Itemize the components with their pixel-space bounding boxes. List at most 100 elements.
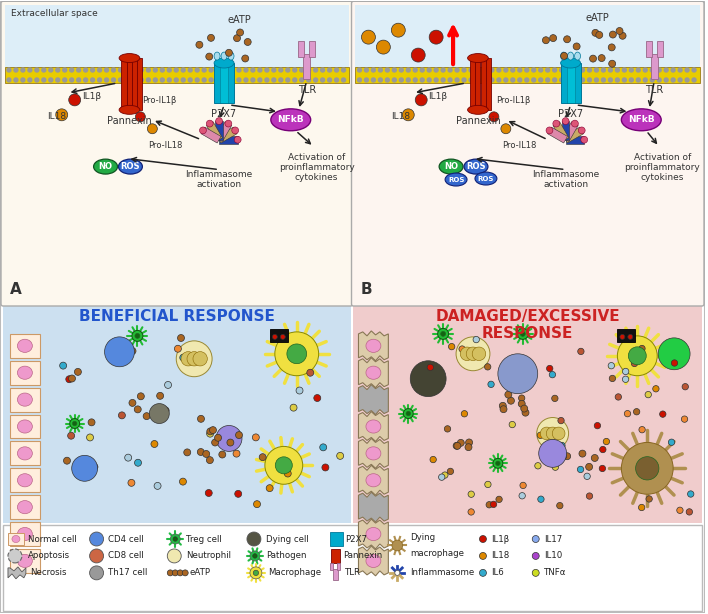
Circle shape xyxy=(479,569,486,577)
Circle shape xyxy=(628,335,633,340)
Circle shape xyxy=(608,78,612,82)
Circle shape xyxy=(112,78,115,82)
Circle shape xyxy=(216,78,220,82)
Bar xyxy=(353,304,702,523)
Circle shape xyxy=(358,78,362,82)
Circle shape xyxy=(42,68,46,72)
Circle shape xyxy=(624,411,631,417)
Text: P2X7: P2X7 xyxy=(558,109,583,119)
Circle shape xyxy=(486,502,493,508)
Circle shape xyxy=(176,341,212,377)
Bar xyxy=(646,41,652,57)
Circle shape xyxy=(90,566,103,580)
Bar xyxy=(10,361,40,384)
Circle shape xyxy=(236,432,243,438)
Circle shape xyxy=(466,439,472,446)
Bar xyxy=(330,563,333,570)
Circle shape xyxy=(622,443,673,494)
Text: macrophage: macrophage xyxy=(410,550,464,559)
Circle shape xyxy=(234,136,241,143)
Circle shape xyxy=(132,68,137,72)
Circle shape xyxy=(129,348,136,354)
Circle shape xyxy=(258,78,262,82)
Bar xyxy=(5,67,348,83)
Ellipse shape xyxy=(445,173,467,186)
Ellipse shape xyxy=(228,52,234,60)
Circle shape xyxy=(559,68,564,72)
Ellipse shape xyxy=(366,554,381,567)
Circle shape xyxy=(467,347,480,360)
Circle shape xyxy=(473,336,479,343)
Circle shape xyxy=(299,78,304,82)
Circle shape xyxy=(557,446,564,453)
Text: Pro-IL1β: Pro-IL1β xyxy=(142,96,177,105)
Ellipse shape xyxy=(439,159,463,174)
Bar xyxy=(10,468,40,492)
Bar xyxy=(3,304,179,523)
Circle shape xyxy=(402,109,414,121)
Ellipse shape xyxy=(12,535,20,543)
Circle shape xyxy=(493,459,503,468)
Circle shape xyxy=(198,415,205,422)
Text: P2X7: P2X7 xyxy=(346,535,367,543)
Circle shape xyxy=(184,449,190,456)
Text: Treg cell: Treg cell xyxy=(186,535,222,543)
Text: Necrosis: Necrosis xyxy=(30,569,67,577)
Ellipse shape xyxy=(561,52,566,60)
Circle shape xyxy=(469,68,473,72)
Circle shape xyxy=(532,535,539,543)
Circle shape xyxy=(195,78,199,82)
Text: IL1β: IL1β xyxy=(491,535,509,543)
Circle shape xyxy=(14,78,18,82)
Circle shape xyxy=(639,345,645,352)
Circle shape xyxy=(253,554,257,558)
Polygon shape xyxy=(358,438,389,468)
Circle shape xyxy=(609,60,616,67)
Circle shape xyxy=(385,78,389,82)
Circle shape xyxy=(650,78,654,82)
Circle shape xyxy=(251,78,255,82)
Ellipse shape xyxy=(575,52,581,60)
Circle shape xyxy=(632,360,638,367)
Circle shape xyxy=(395,570,400,575)
Circle shape xyxy=(559,453,566,460)
Circle shape xyxy=(461,411,467,417)
Circle shape xyxy=(430,456,436,463)
Text: TLR: TLR xyxy=(297,85,316,95)
Bar xyxy=(303,54,310,79)
Circle shape xyxy=(59,362,67,369)
Ellipse shape xyxy=(366,420,381,433)
Circle shape xyxy=(234,34,241,42)
Circle shape xyxy=(525,78,529,82)
Circle shape xyxy=(586,493,593,499)
Circle shape xyxy=(594,422,600,429)
Circle shape xyxy=(496,496,502,502)
Circle shape xyxy=(448,343,455,350)
Ellipse shape xyxy=(18,420,33,433)
Circle shape xyxy=(247,532,261,546)
Circle shape xyxy=(499,402,506,410)
Circle shape xyxy=(427,364,433,370)
Circle shape xyxy=(469,78,473,82)
Circle shape xyxy=(307,78,311,82)
Circle shape xyxy=(76,78,81,82)
Circle shape xyxy=(520,332,525,336)
Circle shape xyxy=(253,500,261,508)
Circle shape xyxy=(8,549,22,563)
Circle shape xyxy=(378,68,382,72)
Ellipse shape xyxy=(119,53,139,63)
Circle shape xyxy=(314,78,318,82)
Text: Apoptosis: Apoptosis xyxy=(28,551,70,561)
Circle shape xyxy=(244,68,248,72)
Polygon shape xyxy=(219,136,238,144)
Circle shape xyxy=(125,454,132,461)
Circle shape xyxy=(392,540,403,551)
Circle shape xyxy=(225,49,232,56)
Text: CD4 cell: CD4 cell xyxy=(108,535,143,543)
Circle shape xyxy=(132,78,137,82)
Circle shape xyxy=(476,78,480,82)
Circle shape xyxy=(223,78,227,82)
Circle shape xyxy=(542,37,549,44)
Text: Activation of
proinflammatory
cytokines: Activation of proinflammatory cytokines xyxy=(624,153,700,182)
Text: IL1β: IL1β xyxy=(81,92,101,101)
